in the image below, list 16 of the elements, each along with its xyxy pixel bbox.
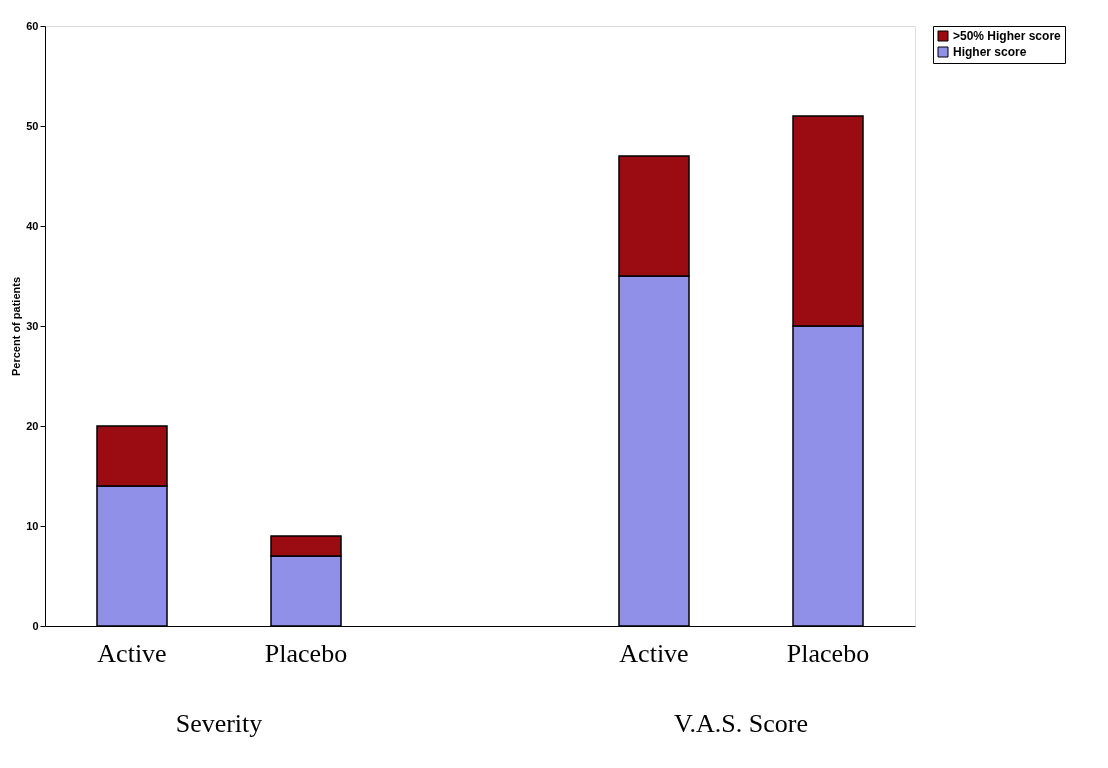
y-tick-label: 50	[26, 119, 39, 132]
y-tick-label: 60	[26, 19, 39, 32]
legend-label: >50% Higher score	[953, 29, 1062, 43]
x-tick-label: Placebo	[786, 638, 870, 668]
x-tick-label: Active	[619, 638, 689, 668]
y-tick-label: 20	[26, 419, 39, 432]
x-tick-label: Active	[97, 638, 167, 668]
legend-label: Higher score	[953, 45, 1027, 59]
x-tick-label: Placebo	[264, 638, 348, 668]
text: V.A.S. Score	[674, 709, 808, 738]
y-tick-label: 0	[32, 619, 39, 632]
text: Severity	[175, 709, 263, 738]
y-tick-label: 30	[26, 319, 39, 332]
y-tick-label: 40	[26, 219, 39, 232]
y-axis-title: Percent of patients	[10, 276, 23, 377]
y-tick-label: 10	[26, 519, 39, 532]
